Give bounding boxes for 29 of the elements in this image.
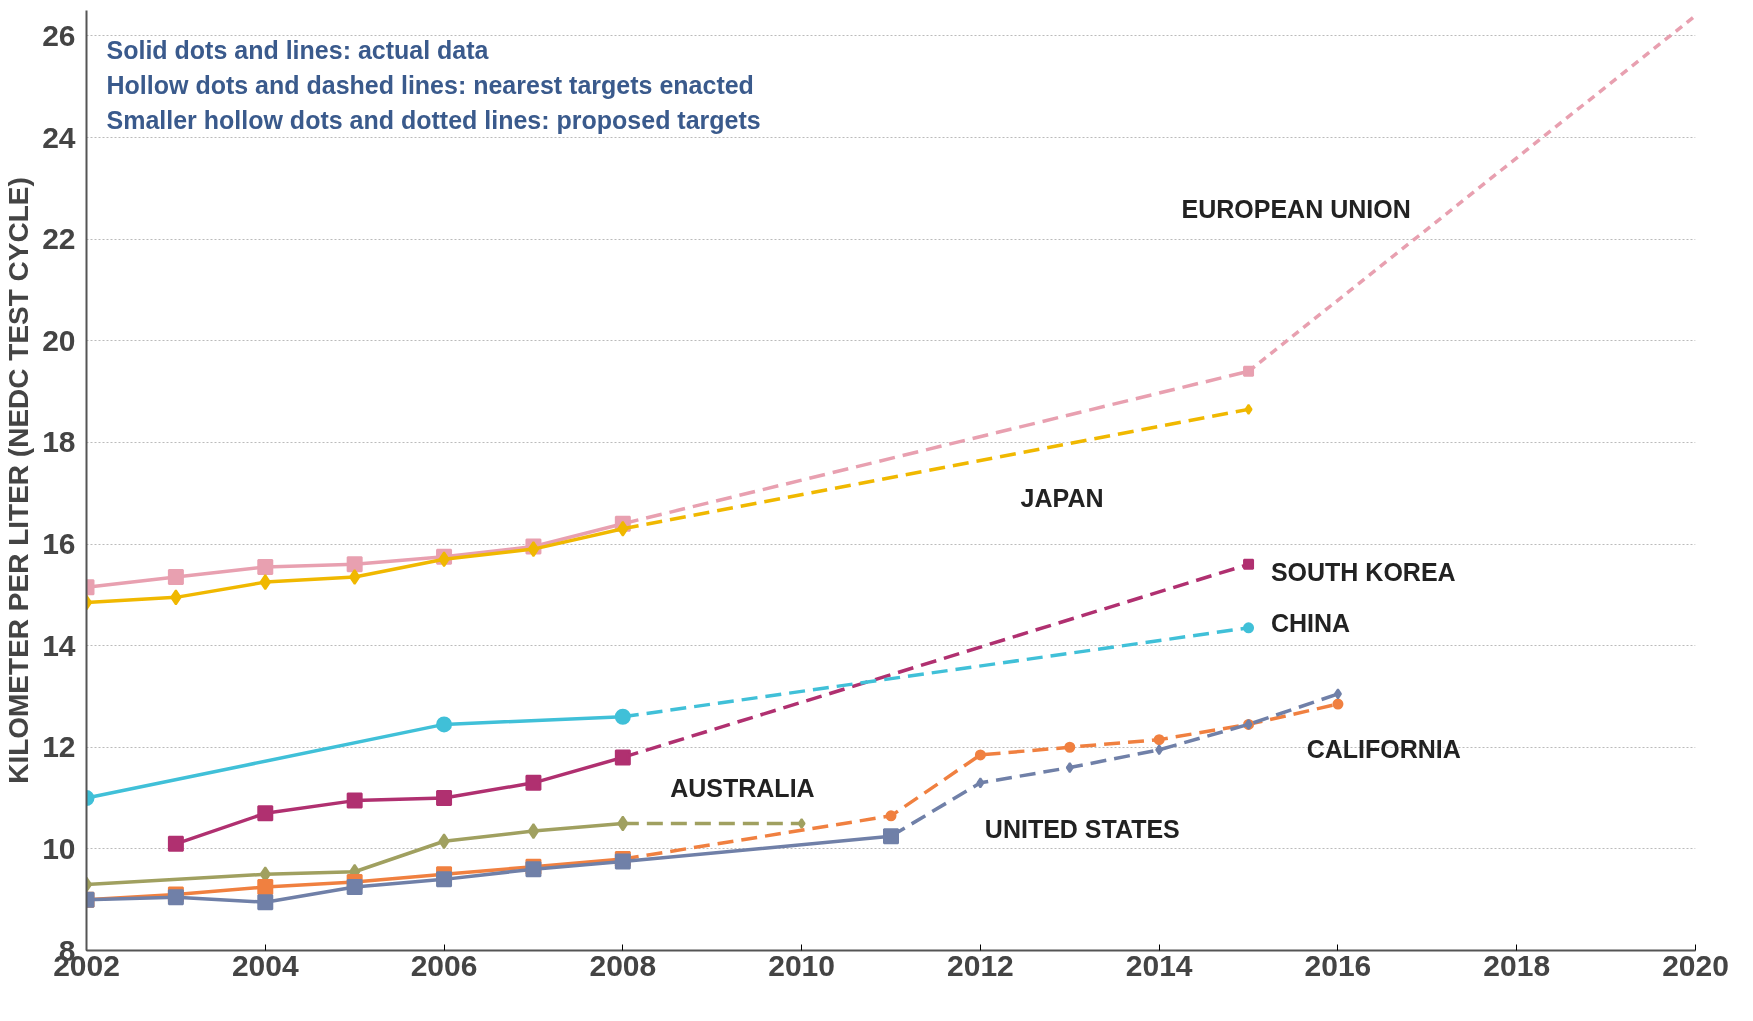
y-tick-label: 16 — [42, 527, 76, 561]
x-tick-label: 2006 — [410, 948, 478, 982]
y-tick-label: 14 — [42, 628, 76, 662]
series-label: EUROPEAN UNION — [1181, 194, 1411, 223]
annotation: Smaller hollow dots and dotted lines: proposed targets — [106, 105, 761, 134]
y-tick-label: 12 — [42, 730, 76, 764]
x-tick-label: 2008 — [589, 948, 657, 982]
series-label: SOUTH KOREA — [1270, 557, 1456, 586]
annotation: Solid dots and lines: actual data — [106, 35, 490, 64]
y-axis-title: KILOMETER PER LITER (NEDC TEST CYCLE) — [3, 177, 35, 784]
y-tick-label: 10 — [42, 831, 76, 865]
series-label: UNITED STATES — [984, 814, 1180, 843]
y-tick-label: 22 — [42, 222, 76, 256]
x-tick-label: 2020 — [1662, 948, 1729, 982]
y-tick-label: 18 — [42, 425, 76, 459]
y-tick-label: 24 — [42, 120, 76, 154]
x-tick-label: 2014 — [1125, 948, 1193, 982]
annotation: Hollow dots and dashed lines: nearest targets enacted — [106, 70, 754, 99]
x-tick-label: 2012 — [947, 948, 1014, 982]
y-tick-label: 26 — [42, 18, 76, 52]
series-label: CALIFORNIA — [1306, 734, 1461, 763]
series-label: CHINA — [1270, 608, 1351, 637]
x-tick-label: 2004 — [231, 948, 299, 982]
series-label: AUSTRALIA — [670, 773, 815, 802]
x-tick-label: 2016 — [1304, 948, 1372, 982]
x-tick-label: 2018 — [1483, 948, 1551, 982]
y-tick-label: 20 — [42, 323, 76, 357]
series-label: JAPAN — [1020, 484, 1104, 513]
x-tick-label: 2010 — [768, 948, 835, 982]
